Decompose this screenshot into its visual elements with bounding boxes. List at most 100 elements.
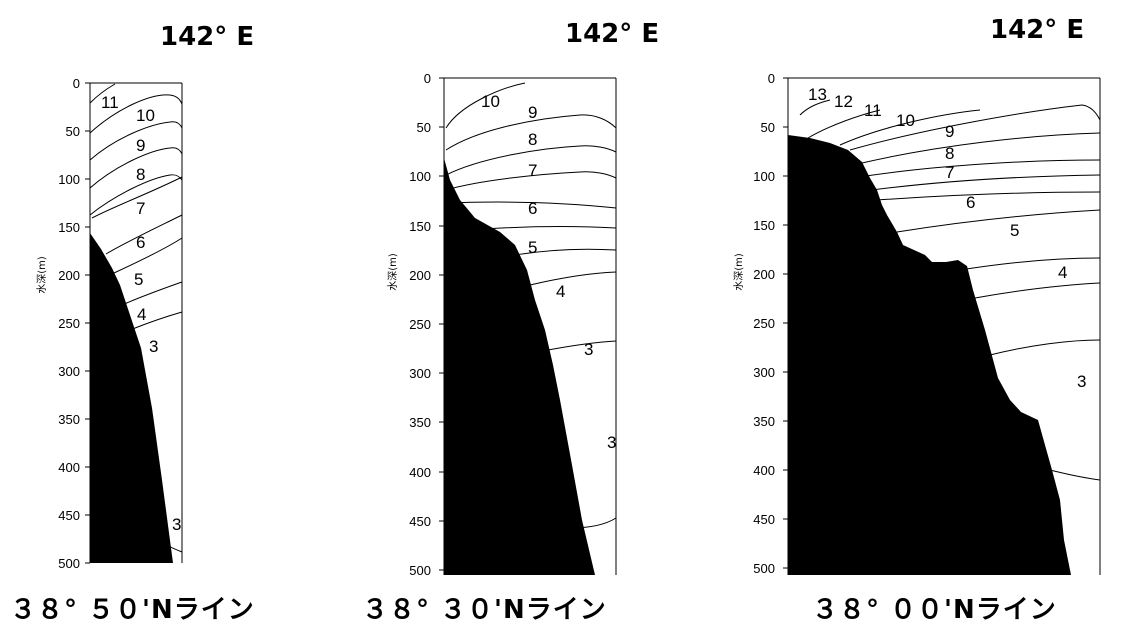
isotherm-line: [89, 83, 116, 104]
isotherm-labels: 11 10 9 8 7 6 5 4 3 3: [101, 93, 181, 534]
isotherm-label: 7: [945, 163, 954, 182]
depth-axis-title: 水深(m): [733, 253, 745, 291]
tick-label: 0: [768, 71, 775, 86]
section-line-label: ３８° ３０'Nライン: [362, 595, 607, 625]
isotherm-line: [1049, 469, 1101, 481]
isotherm-line: [89, 147, 183, 189]
panel-38-00N: 142° E 0: [733, 15, 1101, 625]
isotherm-label: 3: [149, 337, 158, 356]
isotherm-label: 7: [136, 199, 145, 218]
tick-label: 150: [409, 219, 431, 234]
isotherm-label: 9: [136, 136, 145, 155]
depth-tick-labels: 0 50 100 150 200 250 300 350 400 450 500: [753, 71, 775, 576]
tick-label: 50: [66, 124, 80, 139]
isotherm-label: 11: [864, 101, 882, 120]
isotherm-line: [807, 109, 881, 139]
isotherm-label: 6: [966, 193, 975, 212]
isotherm-lines: [445, 82, 617, 529]
isotherm-label: 4: [1058, 263, 1067, 282]
isotherm-line: [861, 132, 1101, 164]
isotherm-line: [445, 145, 617, 176]
isotherm-label: 5: [134, 270, 143, 289]
isotherm-label: 10: [136, 106, 155, 125]
isotherm-line: [871, 174, 1101, 191]
isotherm-line: [445, 171, 617, 191]
isotherm-label: 13: [808, 85, 827, 104]
isotherm-label: 8: [945, 144, 954, 163]
panel-38-30N: 142° E 0 50 100: [362, 19, 659, 625]
panel-longitude-label: 142° E: [990, 15, 1084, 45]
depth-ticks: [783, 77, 788, 569]
section-line-label: ３８° ００'Nライン: [812, 595, 1057, 625]
tick-label: 50: [761, 120, 775, 135]
isotherm-label: 9: [528, 103, 537, 122]
isotherm-line: [121, 281, 183, 306]
isotherm-line: [839, 109, 981, 146]
tick-label: 50: [417, 120, 431, 135]
isotherm-label: 4: [556, 282, 565, 301]
isotherm-label: 3: [607, 433, 616, 452]
isotherm-line: [445, 114, 617, 151]
isotherm-lines: [799, 99, 1101, 481]
tick-label: 100: [409, 169, 431, 184]
isotherm-label: 11: [101, 93, 119, 112]
isotherm-line: [974, 282, 1101, 299]
depth-ticks: [439, 77, 444, 571]
tick-label: 200: [753, 267, 775, 282]
isotherm-line: [445, 82, 526, 129]
tick-label: 150: [58, 220, 80, 235]
isotherm-line: [89, 174, 183, 216]
isotherm-label: 8: [528, 130, 537, 149]
tick-label: 300: [58, 364, 80, 379]
isotherm-line: [876, 191, 1101, 201]
tick-label: 500: [753, 561, 775, 576]
isotherm-line: [445, 201, 617, 209]
tick-label: 450: [58, 508, 80, 523]
depth-tick-labels: 0 50 100 150 200 250 300 350 400 450 500: [58, 76, 80, 571]
isotherm-label: 8: [136, 165, 145, 184]
tick-label: 100: [58, 172, 80, 187]
isotherm-label: 10: [481, 92, 500, 111]
section-line-label: ３８° ５０'Nライン: [10, 595, 255, 625]
depth-tick-labels: 0 50 100 150 200 250 300 350 400 450 500: [409, 71, 431, 578]
tick-label: 300: [409, 366, 431, 381]
isotherm-label: 3: [172, 515, 181, 534]
isotherm-label: 4: [137, 305, 146, 324]
isotherm-label: 9: [945, 122, 954, 141]
tick-label: 300: [753, 365, 775, 380]
tick-label: 350: [409, 415, 431, 430]
isotherm-line: [569, 517, 617, 529]
depth-ticks: [85, 82, 90, 564]
panel-longitude-label: 142° E: [565, 19, 659, 49]
isotherm-label: 6: [136, 233, 145, 252]
tick-label: 350: [58, 412, 80, 427]
tick-label: 0: [73, 76, 80, 91]
isotherm-line: [113, 237, 183, 274]
isotherm-line: [865, 159, 1101, 177]
isotherm-line: [849, 104, 1101, 151]
isotherm-line: [547, 340, 617, 351]
tick-label: 0: [424, 71, 431, 86]
tick-label: 250: [753, 316, 775, 331]
isotherm-line: [105, 214, 183, 255]
isotherm-label: 5: [1010, 221, 1019, 240]
isotherm-line: [157, 539, 183, 553]
isotherm-label: 6: [528, 199, 537, 218]
tick-label: 400: [753, 463, 775, 478]
isotherm-label: 12: [834, 92, 853, 111]
tick-label: 450: [753, 512, 775, 527]
isotherm-line: [469, 226, 617, 231]
panel-longitude-label: 142° E: [160, 22, 254, 52]
depth-axis-title: 水深(m): [36, 256, 48, 294]
tick-label: 500: [58, 556, 80, 571]
tick-label: 450: [409, 514, 431, 529]
seabed-profile: [788, 135, 1071, 575]
isotherm-line: [896, 209, 1101, 233]
tick-label: 200: [409, 268, 431, 283]
isotherm-label: 3: [584, 340, 593, 359]
tick-label: 200: [58, 268, 80, 283]
isotherm-line: [91, 176, 183, 219]
isotherm-line: [989, 339, 1101, 356]
isotherm-line: [959, 257, 1101, 271]
